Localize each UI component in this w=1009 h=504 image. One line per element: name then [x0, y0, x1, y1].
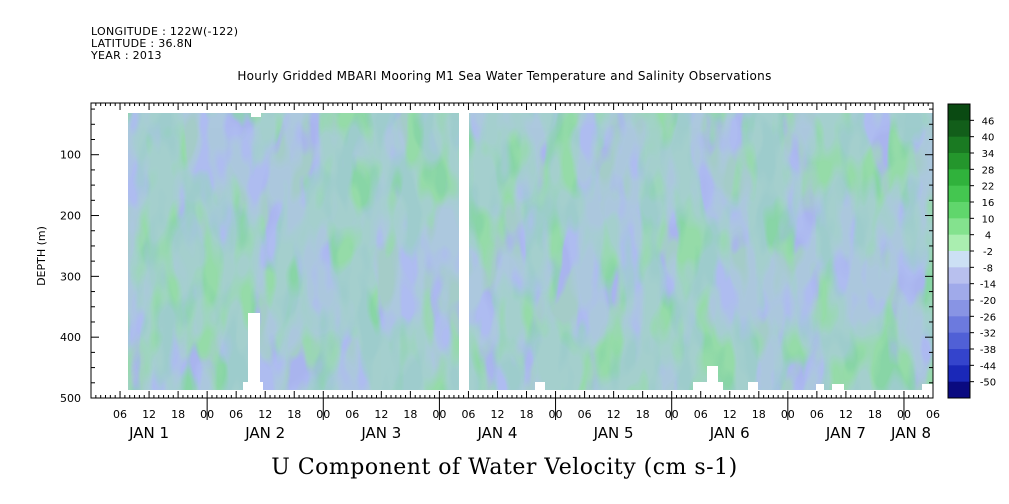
- y-tick-label: 200: [60, 210, 81, 223]
- x-hour-label: 12: [723, 408, 737, 421]
- x-hour-label: 18: [520, 408, 534, 421]
- x-hour-label: 18: [287, 408, 301, 421]
- heatmap-field: [128, 113, 933, 390]
- colorbar-swatch: [948, 169, 970, 187]
- longitude-label: LONGITUDE : 122W(-122): [91, 25, 239, 38]
- x-day-label: JAN 1: [128, 424, 169, 442]
- chart-title: Hourly Gridded MBARI Mooring M1 Sea Wate…: [237, 69, 772, 83]
- colorbar-swatch: [948, 365, 970, 383]
- y-tick-label: 300: [60, 270, 81, 283]
- year-label: YEAR : 2013: [91, 49, 162, 62]
- colorbar-swatch: [948, 153, 970, 170]
- colorbar-label: 22: [982, 182, 995, 193]
- colorbar-label: -32: [980, 329, 996, 340]
- colorbar-swatch: [948, 120, 970, 138]
- colorbar-swatch: [948, 218, 970, 236]
- top-axis-ticks: [90, 103, 934, 110]
- colorbar-label: 40: [982, 133, 995, 144]
- x-hour-label: 06: [694, 408, 708, 421]
- colorbar-swatch: [948, 316, 970, 334]
- colorbar-label: 16: [982, 198, 995, 209]
- x-day-label: JAN 6: [709, 424, 750, 442]
- x-axis: 06 12 18 00 06 12 18 00 06 12 18 00 06 12 18 00 06 12 18 00…: [90, 391, 940, 442]
- y-tick-label: 100: [60, 149, 81, 162]
- colorbar-label: 4: [985, 231, 991, 242]
- colorbar-label: -38: [980, 345, 996, 356]
- colorbar-label: -26: [980, 312, 996, 323]
- colorbar-swatch: [948, 136, 970, 154]
- colorbar-swatch: [948, 283, 970, 301]
- x-hour-label: 12: [258, 408, 272, 421]
- x-hour-label: 06: [229, 408, 243, 421]
- x-day-label: JAN 5: [593, 424, 634, 442]
- colorbar-swatch: [948, 185, 970, 203]
- x-hour-label: 06: [926, 408, 940, 421]
- colorbar-swatch: [948, 251, 970, 268]
- x-hour-label: 18: [403, 408, 417, 421]
- x-hour-label: 18: [636, 408, 650, 421]
- colorbar-label: 10: [982, 214, 995, 225]
- colorbar-label: -14: [980, 280, 996, 291]
- colorbar: 46 40 34 28 22 16 10 4 -2 -8 -14 -20 -26 -32 -38 -44 -50: [947, 103, 996, 399]
- colorbar-label: -8: [983, 263, 993, 274]
- x-hour-label: 12: [490, 408, 504, 421]
- colorbar-swatch: [948, 349, 970, 366]
- x-hour-label: 12: [839, 408, 853, 421]
- colorbar-label: -20: [980, 296, 996, 307]
- y-tick-label: 500: [60, 392, 81, 405]
- x-hour-label: 12: [142, 408, 156, 421]
- x-hour-label: 06: [810, 408, 824, 421]
- colorbar-label: 34: [982, 149, 995, 160]
- x-day-label: JAN 7: [825, 424, 866, 442]
- x-hour-label: 06: [578, 408, 592, 421]
- colorbar-label: 28: [982, 165, 995, 176]
- colorbar-swatch: [948, 234, 970, 252]
- y-tick-label: 400: [60, 331, 81, 344]
- x-hour-label: 06: [345, 408, 359, 421]
- colorbar-label: -44: [980, 361, 996, 372]
- missing-data-patches: [243, 113, 934, 393]
- colorbar-label: -50: [980, 378, 996, 389]
- x-day-label: JAN 4: [476, 424, 517, 442]
- colorbar-swatch: [948, 267, 970, 285]
- x-hour-label: 12: [607, 408, 621, 421]
- x-hour-label: 18: [171, 408, 185, 421]
- x-hour-label: 06: [461, 408, 475, 421]
- colorbar-swatch: [948, 300, 970, 317]
- latitude-label: LATITUDE : 36.8N: [91, 37, 193, 50]
- colorbar-label: -2: [983, 247, 993, 258]
- colorbar-swatch: [948, 104, 970, 121]
- x-day-label: JAN 3: [360, 424, 401, 442]
- x-day-label: JAN 2: [244, 424, 285, 442]
- colorbar-swatch: [948, 202, 970, 219]
- x-hour-label: 18: [868, 408, 882, 421]
- x-hour-label: 06: [113, 408, 127, 421]
- x-day-label: JAN 8: [890, 424, 931, 442]
- colorbar-swatch: [948, 332, 970, 350]
- colorbar-label: 46: [982, 116, 995, 127]
- y-axis: 100 200 300 400 500: [60, 108, 933, 405]
- x-hour-label: 18: [752, 408, 766, 421]
- y-axis-label: DEPTH (m): [35, 226, 48, 286]
- x-hour-label: 12: [374, 408, 388, 421]
- x-axis-title: U Component of Water Velocity (cm s-1): [271, 455, 738, 480]
- colorbar-swatch: [948, 381, 970, 399]
